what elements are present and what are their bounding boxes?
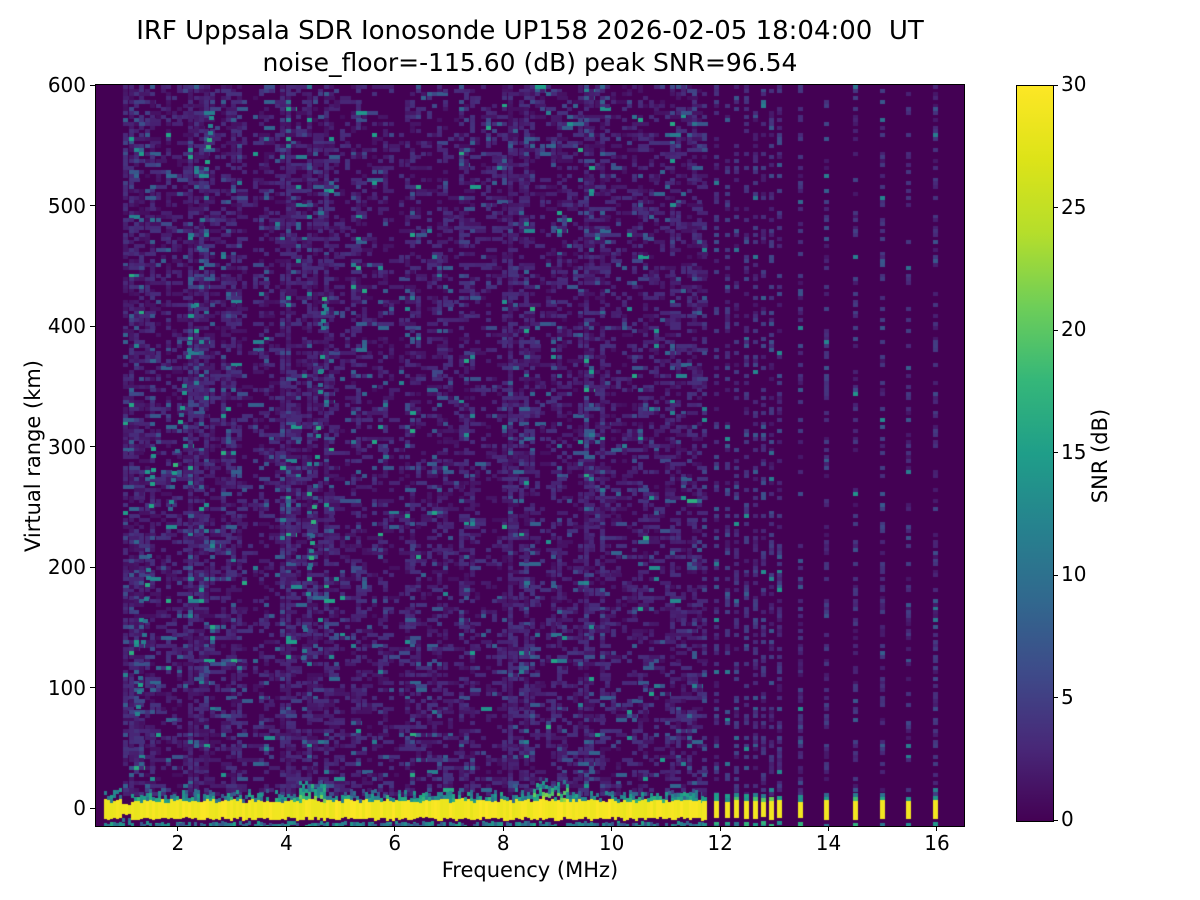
y-tick-mark xyxy=(90,325,95,327)
colorbar-tick-label: 25 xyxy=(1061,194,1087,219)
x-tick-label: 4 xyxy=(279,831,293,855)
colorbar-tick-mark xyxy=(1053,329,1058,331)
colorbar-tick-mark xyxy=(1053,452,1058,453)
colorbar-tick-mark xyxy=(1053,697,1058,698)
y-tick-mark xyxy=(90,687,95,689)
x-tick-mark xyxy=(394,826,396,831)
x-axis-label: Frequency (MHz) xyxy=(441,858,619,882)
colorbar-tick-label: 0 xyxy=(1061,807,1074,831)
y-tick-label: 400 xyxy=(47,314,86,339)
x-tick-mark xyxy=(285,826,287,831)
y-tick-label: 500 xyxy=(47,193,86,218)
y-tick-mark xyxy=(90,205,95,207)
colorbar-tick-label: 5 xyxy=(1061,684,1074,709)
x-tick-label: 6 xyxy=(388,831,402,855)
y-tick-mark xyxy=(90,807,95,809)
x-tick-mark xyxy=(936,826,938,831)
y-tick-label: 600 xyxy=(47,73,86,97)
colorbar-tick-label: 10 xyxy=(1061,562,1087,586)
y-tick-label: 0 xyxy=(73,796,86,821)
x-tick-mark xyxy=(828,826,830,831)
heatmap-canvas xyxy=(96,85,964,826)
plot-area xyxy=(95,84,965,827)
colorbar-tick-mark xyxy=(1053,84,1058,86)
x-tick-label: 10 xyxy=(598,831,625,855)
colorbar-tick-label: 15 xyxy=(1061,439,1087,464)
y-axis-label: Virtual range (km) xyxy=(21,359,45,553)
y-tick-label: 100 xyxy=(47,675,86,700)
x-tick-mark xyxy=(719,826,721,831)
colorbar xyxy=(1016,85,1054,822)
x-tick-label: 12 xyxy=(707,831,733,855)
chart-title-line2: noise_floor=-115.60 (dB) peak SNR=96.54 xyxy=(262,48,798,77)
y-tick-mark xyxy=(90,84,95,86)
colorbar-tick-mark xyxy=(1053,207,1058,208)
x-tick-label: 16 xyxy=(924,831,950,855)
y-tick-label: 300 xyxy=(47,434,86,459)
x-tick-label: 2 xyxy=(171,831,185,855)
y-tick-label: 200 xyxy=(47,555,86,580)
x-tick-label: 8 xyxy=(496,831,510,855)
x-tick-mark xyxy=(611,826,613,831)
colorbar-tick-label: 20 xyxy=(1061,317,1087,341)
colorbar-tick-label: 30 xyxy=(1061,72,1087,96)
y-tick-mark xyxy=(90,566,95,568)
colorbar-label: SNR (dB) xyxy=(1088,408,1112,504)
colorbar-tick-mark xyxy=(1053,574,1058,576)
colorbar-tick-mark xyxy=(1053,819,1058,821)
x-tick-label: 14 xyxy=(815,831,842,855)
chart-title-line1: IRF Uppsala SDR Ionosonde UP158 2026-02-… xyxy=(136,16,924,46)
x-tick-mark xyxy=(177,826,179,831)
y-tick-mark xyxy=(90,446,95,448)
x-tick-mark xyxy=(502,826,504,831)
